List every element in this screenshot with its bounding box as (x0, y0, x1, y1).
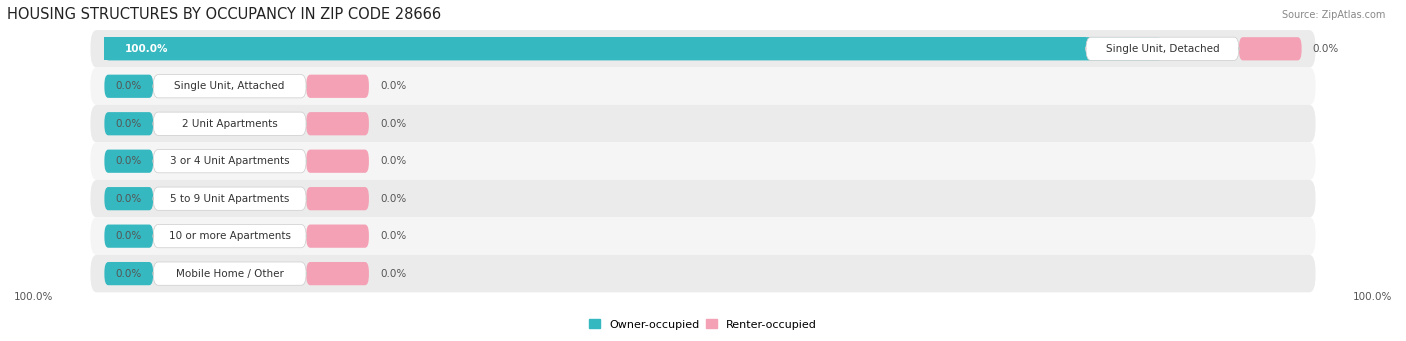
Bar (104, 37, 1085, 60)
FancyBboxPatch shape (104, 112, 153, 135)
Text: 100.0%: 100.0% (1353, 292, 1392, 302)
FancyBboxPatch shape (90, 105, 1316, 143)
Text: 0.0%: 0.0% (115, 269, 142, 279)
FancyBboxPatch shape (90, 218, 1316, 255)
FancyBboxPatch shape (153, 224, 307, 248)
Text: 0.0%: 0.0% (380, 81, 406, 91)
FancyBboxPatch shape (153, 262, 307, 285)
FancyBboxPatch shape (307, 224, 368, 248)
Text: 0.0%: 0.0% (380, 194, 406, 204)
Text: 100.0%: 100.0% (125, 44, 169, 54)
FancyBboxPatch shape (307, 187, 368, 210)
FancyBboxPatch shape (104, 37, 1163, 60)
Text: 100.0%: 100.0% (14, 292, 53, 302)
Text: 0.0%: 0.0% (1313, 44, 1339, 54)
Text: 0.0%: 0.0% (115, 119, 142, 129)
FancyBboxPatch shape (104, 224, 153, 248)
Text: 3 or 4 Unit Apartments: 3 or 4 Unit Apartments (170, 156, 290, 166)
FancyBboxPatch shape (90, 30, 1316, 68)
FancyBboxPatch shape (307, 112, 368, 135)
Text: 0.0%: 0.0% (115, 156, 142, 166)
FancyBboxPatch shape (153, 75, 307, 98)
Text: 0.0%: 0.0% (380, 269, 406, 279)
FancyBboxPatch shape (104, 150, 153, 173)
Text: 10 or more Apartments: 10 or more Apartments (169, 231, 291, 241)
FancyBboxPatch shape (104, 75, 153, 98)
FancyBboxPatch shape (90, 68, 1316, 105)
FancyBboxPatch shape (90, 180, 1316, 218)
Text: Single Unit, Detached: Single Unit, Detached (1105, 44, 1219, 54)
FancyBboxPatch shape (307, 150, 368, 173)
Text: 0.0%: 0.0% (380, 231, 406, 241)
FancyBboxPatch shape (90, 143, 1316, 180)
FancyBboxPatch shape (153, 150, 307, 173)
FancyBboxPatch shape (307, 262, 368, 285)
Text: Single Unit, Attached: Single Unit, Attached (174, 81, 285, 91)
Text: 0.0%: 0.0% (115, 194, 142, 204)
Text: 0.0%: 0.0% (115, 81, 142, 91)
FancyBboxPatch shape (153, 187, 307, 210)
FancyBboxPatch shape (1239, 37, 1302, 60)
Text: 0.0%: 0.0% (380, 119, 406, 129)
Legend: Owner-occupied, Renter-occupied: Owner-occupied, Renter-occupied (585, 315, 821, 334)
FancyBboxPatch shape (1085, 37, 1239, 60)
Text: Source: ZipAtlas.com: Source: ZipAtlas.com (1281, 10, 1385, 20)
Text: 2 Unit Apartments: 2 Unit Apartments (181, 119, 277, 129)
Text: HOUSING STRUCTURES BY OCCUPANCY IN ZIP CODE 28666: HOUSING STRUCTURES BY OCCUPANCY IN ZIP C… (7, 7, 441, 22)
FancyBboxPatch shape (104, 187, 153, 210)
FancyBboxPatch shape (307, 75, 368, 98)
Text: 5 to 9 Unit Apartments: 5 to 9 Unit Apartments (170, 194, 290, 204)
FancyBboxPatch shape (104, 262, 153, 285)
Text: 0.0%: 0.0% (115, 231, 142, 241)
Text: Mobile Home / Other: Mobile Home / Other (176, 269, 284, 279)
FancyBboxPatch shape (153, 112, 307, 135)
FancyBboxPatch shape (90, 255, 1316, 292)
Text: 0.0%: 0.0% (380, 156, 406, 166)
